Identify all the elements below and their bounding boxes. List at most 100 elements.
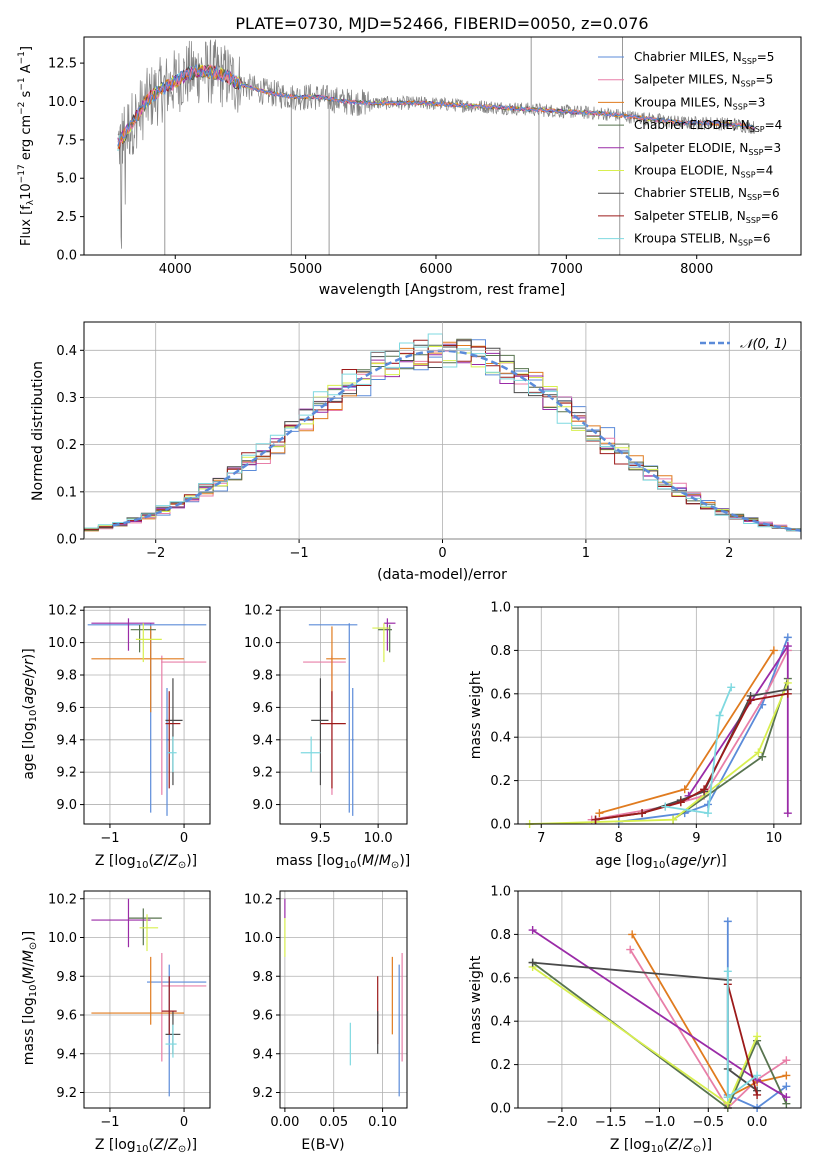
error-bars <box>91 898 207 1097</box>
y-tick-label: 0.0 <box>56 249 77 264</box>
y-tick-label: 7.5 <box>56 133 77 148</box>
x-tick-label: −1 <box>100 1115 119 1130</box>
y-tick-label: 9.0 <box>252 798 273 813</box>
spectrum-lines <box>117 37 756 255</box>
weight-line-kroupa_miles <box>631 933 787 1099</box>
legend-label-salpeter_stelib: Salpeter STELIB, NSSP=6 <box>634 209 778 225</box>
age-vs-mass-panel: 9.5 10.0 9.0 9.2 9.4 9.6 9.8 10.0 10.2 <box>244 604 408 846</box>
y-tick-label: 1.0 <box>490 601 511 616</box>
x-tick-label: 2 <box>725 546 733 561</box>
panel-frame <box>83 890 211 1109</box>
mw-age-ylabel: mass weight <box>468 670 484 759</box>
weight-marker-salpeter_elodie <box>528 926 537 935</box>
y-tick-label: 10.2 <box>244 892 273 907</box>
y-tick-label: 0.3 <box>56 391 77 406</box>
weight-marker-kroupa_elodie <box>754 748 763 757</box>
y-tick-label: 9.6 <box>252 1009 273 1024</box>
weight-lines <box>528 917 791 1112</box>
spectrum-legend: Chabrier MILES, NSSP=5 Salpeter MILES, NS… <box>598 50 782 248</box>
panel-frame <box>279 606 408 825</box>
weight-marker-salpeter_stelib <box>591 815 600 824</box>
mass-vs-metallicity-panel: −1 0 9.2 9.4 9.6 9.8 10.0 10.2 <box>48 890 211 1130</box>
weight-marker-kroupa_elodie <box>753 1032 762 1041</box>
spectrum-panel: PLATE=0730, MJD=52466, FIBERID=0050, z=0… <box>17 14 802 298</box>
y-tick-label: 0.0 <box>56 533 77 548</box>
model-spectrum-chabrier_miles <box>117 64 755 146</box>
x-tick-label: 0 <box>180 1115 188 1130</box>
weight-marker-chabrier_miles <box>723 917 732 926</box>
y-tick-label: 0.2 <box>490 1058 511 1073</box>
age-metal-xlabel: Z [log10(Z/Z⊙)] <box>95 853 197 871</box>
y-tick-label: 0.8 <box>490 644 511 659</box>
y-tick-label: 9.8 <box>56 970 77 985</box>
weight-marker-kroupa_elodie <box>669 815 678 824</box>
weight-marker-salpeter_stelib <box>746 696 755 705</box>
weight-line-salpeter_stelib <box>595 692 788 821</box>
y-tick-label: 0.6 <box>490 971 511 986</box>
y-tick-label: 9.4 <box>56 733 77 748</box>
y-tick-label: 0.2 <box>490 774 511 789</box>
weight-line-chabrier_elodie <box>672 678 789 821</box>
y-tick-label: 5.0 <box>56 172 77 187</box>
y-tick-label: 9.4 <box>252 1047 273 1062</box>
legend-label-chabrier_elodie: Chabrier ELODIE, NSSP=4 <box>634 118 782 134</box>
legend-label-chabrier_stelib: Chabrier STELIB, NSSP=6 <box>634 186 780 202</box>
residual-panel: −2 −1 0 1 2 0.0 0.1 0.2 0.3 0.4 (data-model)/erro… <box>30 321 802 583</box>
x-tick-label: 1 <box>582 546 590 561</box>
x-tick-label: 0.05 <box>319 1115 348 1130</box>
y-tick-label: 9.2 <box>56 766 77 781</box>
legend-label-kroupa_elodie: Kroupa ELODIE, NSSP=4 <box>634 164 773 180</box>
weight-marker-chabrier_miles <box>782 1082 791 1091</box>
legend-label-kroupa_stelib: Kroupa STELIB, NSSP=6 <box>634 232 771 248</box>
error-bars <box>284 898 403 1097</box>
spectrum-plot-area <box>117 37 756 255</box>
weight-marker-kroupa_stelib <box>661 802 670 811</box>
y-tick-label: 9.2 <box>252 766 273 781</box>
y-tick-label: 9.6 <box>252 701 273 716</box>
y-tick-label: 9.0 <box>56 798 77 813</box>
error-bars <box>300 618 396 816</box>
x-tick-label: −2 <box>146 546 165 561</box>
y-tick-label: 0.4 <box>490 1015 511 1030</box>
massweight-vs-metallicity-panel: −2.0 −1.5 −1.0 −0.5 0.0 0.0 0.2 0.4 0.6 0.8 1.0 <box>490 885 802 1130</box>
x-tick-label: 7 <box>537 831 545 846</box>
weight-marker-kroupa_miles <box>595 809 604 818</box>
weight-line-kroupa_stelib <box>665 686 733 815</box>
mw-metal-ylabel: mass weight <box>468 955 484 1044</box>
y-tick-label: 9.4 <box>56 1047 77 1062</box>
mass-ebv-xlabel: E(B-V) <box>301 1137 344 1153</box>
y-tick-label: 10.2 <box>48 604 77 619</box>
residual-ticks: −2 −1 0 1 2 0.0 0.1 0.2 0.3 0.4 <box>56 322 801 561</box>
weight-marker-chabrier_miles <box>783 633 792 642</box>
weight-marker-kroupa_stelib <box>723 1093 732 1102</box>
y-tick-label: 9.8 <box>56 669 77 684</box>
x-tick-label: −1 <box>290 546 309 561</box>
x-tick-label: 10.0 <box>364 831 393 846</box>
error-bars <box>87 618 207 816</box>
weight-marker-salpeter_stelib <box>676 798 685 807</box>
x-tick-label: 9.5 <box>310 831 331 846</box>
residual-ylabel: Normed distribution <box>30 361 46 501</box>
spectrum-title: PLATE=0730, MJD=52466, FIBERID=0050, z=0… <box>235 14 648 33</box>
weight-marker-kroupa_miles <box>769 646 778 655</box>
legend-label-salpeter_miles: Salpeter MILES, NSSP=5 <box>634 73 773 89</box>
x-tick-label: 0.0 <box>747 1115 768 1130</box>
y-tick-label: 10.0 <box>48 931 77 946</box>
weight-marker-chabrier_stelib <box>528 958 537 967</box>
weight-line-chabrier_miles <box>618 637 789 823</box>
x-tick-label: −1 <box>100 831 119 846</box>
weight-marker-salpeter_stelib <box>638 809 647 818</box>
x-tick-label: 5000 <box>289 262 322 277</box>
x-tick-label: 4000 <box>159 262 192 277</box>
panel-frame <box>279 890 408 1109</box>
y-tick-label: 0.2 <box>56 438 77 453</box>
gauss-legend-label: 𝒩(0, 1) <box>740 337 787 352</box>
x-tick-label: 0 <box>180 831 188 846</box>
y-tick-label: 9.6 <box>56 1009 77 1024</box>
x-tick-label: 8 <box>615 831 623 846</box>
massweight-vs-age-panel: 7 8 9 10 0.0 0.2 0.4 0.6 0.8 1.0 <box>490 601 802 846</box>
y-tick-label: 0.1 <box>56 485 77 500</box>
x-tick-label: −1.5 <box>595 1115 627 1130</box>
panel-frame <box>517 606 802 825</box>
